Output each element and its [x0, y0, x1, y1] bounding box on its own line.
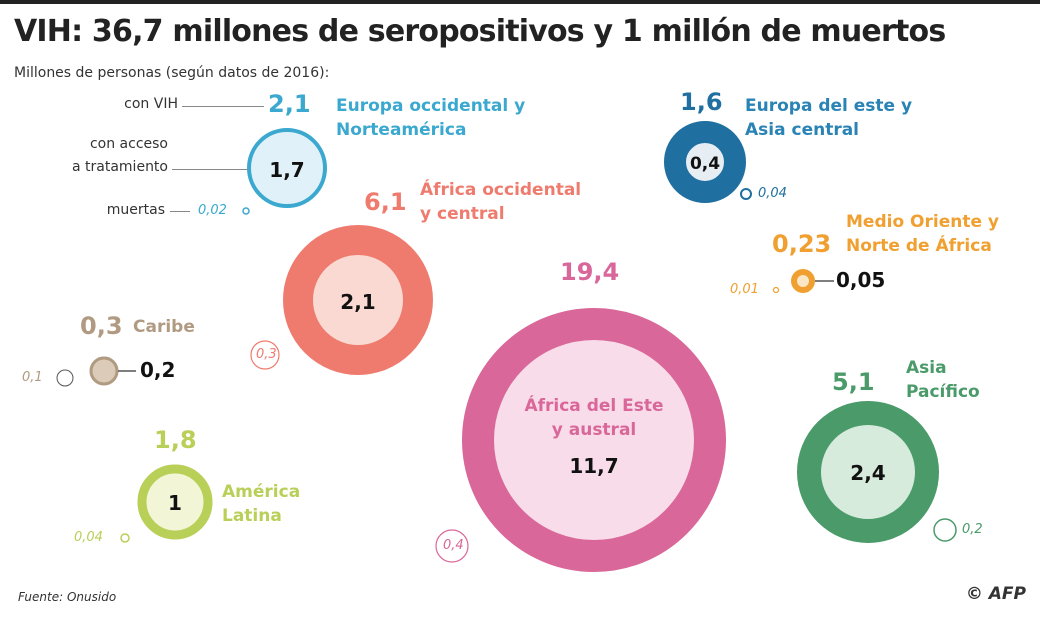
region-name-europa-occidental-2: Norteamérica	[336, 120, 467, 140]
treatment-value-europa-occidental: 1,7	[269, 158, 305, 182]
deaths-value-medio-oriente: 0,01	[730, 282, 759, 297]
hiv-value-europa-occidental: 2,1	[268, 90, 311, 118]
hiv-value-medio-oriente: 0,23	[772, 230, 832, 258]
region-name-america-latina-2: Latina	[222, 506, 282, 526]
page-title: VIH: 36,7 millones de seropositivos y 1 …	[14, 14, 946, 49]
region-name-europa-occidental-1: Europa occidental y	[336, 96, 526, 116]
deaths-value-america-latina: 0,04	[74, 530, 103, 545]
deaths-value-africa-occidental: 0,3	[256, 347, 277, 362]
hiv-circle-europa-occidental	[247, 128, 327, 208]
deaths-circle-europa-este	[740, 188, 752, 200]
region-name-caribe: Caribe	[133, 317, 195, 337]
treatment-value-caribe: 0,2	[140, 358, 176, 382]
hiv-circle-europa-este	[664, 121, 746, 203]
treatment-value-america-latina: 1	[168, 491, 182, 515]
source-note: Fuente: Onusido	[18, 590, 117, 604]
hiv-value-america-latina: 1,8	[154, 426, 197, 454]
hiv-circle-africa-este	[462, 308, 726, 572]
legend-with-hiv: con VIH	[124, 96, 178, 112]
region-name-europa-este-2: Asia central	[745, 120, 860, 140]
subtitle: Millones de personas (según datos de 201…	[14, 65, 330, 81]
legend-treatment-1: con acceso	[89, 136, 168, 152]
treatment-value-africa-este: 11,7	[569, 454, 619, 478]
hiv-circle-america-latina	[137, 464, 213, 540]
region-name-europa-este-1: Europa del este y	[745, 96, 913, 116]
deaths-circle-europa-occidental	[242, 207, 250, 215]
deaths-circle-america-latina	[120, 533, 130, 543]
region-name-asia-pacifico-2: Pacífico	[906, 382, 980, 402]
hiv-circle-caribe	[89, 356, 119, 386]
hiv-value-caribe: 0,3	[80, 312, 123, 340]
treatment-value-africa-occidental: 2,1	[340, 290, 376, 314]
hiv-value-europa-este: 1,6	[680, 88, 723, 116]
hiv-circle-africa-occidental	[283, 225, 433, 375]
hiv-value-africa-este: 19,4	[560, 258, 620, 286]
region-name-america-latina-1: América	[222, 482, 301, 502]
hiv-value-asia-pacifico: 5,1	[832, 368, 875, 396]
deaths-value-europa-este: 0,04	[758, 186, 787, 201]
region-name-medio-oriente-1: Medio Oriente y	[846, 212, 999, 232]
legend-line-hiv	[182, 106, 264, 107]
deaths-circle-medio-oriente	[772, 286, 780, 294]
treatment-value-europa-este: 0,4	[689, 154, 721, 174]
hiv-circle-asia-pacifico	[797, 401, 939, 543]
region-name-africa-occidental-2: y central	[420, 204, 505, 224]
deaths-circle-caribe	[56, 369, 74, 387]
treatment-value-medio-oriente: 0,05	[836, 268, 886, 292]
deaths-value-europa-occidental: 0,02	[198, 203, 227, 218]
afp-logo: © AFP	[965, 584, 1026, 604]
legend-line-deaths	[170, 211, 190, 212]
legend-treatment-2: a tratamiento	[72, 159, 168, 175]
legend-line-treatment	[172, 169, 248, 170]
region-name-asia-pacifico-1: Asia	[906, 358, 947, 378]
treatment-value-asia-pacifico: 2,4	[850, 461, 886, 485]
deaths-circle-africa-este	[435, 529, 469, 563]
deaths-circle-africa-occidental	[250, 340, 280, 370]
deaths-value-africa-este: 0,4	[443, 538, 464, 553]
region-name-africa-este-1: África del Este	[524, 396, 664, 416]
legend-deaths: muertas	[106, 202, 165, 218]
region-name-medio-oriente-2: Norte de África	[846, 236, 992, 256]
top-rule	[0, 0, 1040, 4]
region-name-africa-occidental-1: África occidental	[420, 180, 582, 200]
deaths-value-asia-pacifico: 0,2	[962, 522, 983, 537]
hiv-circle-medio-oriente	[791, 269, 815, 293]
deaths-value-caribe: 0,1	[22, 370, 43, 385]
hiv-value-africa-occidental: 6,1	[364, 188, 407, 216]
deaths-circle-asia-pacifico	[933, 518, 957, 542]
region-name-africa-este-2: y austral	[551, 420, 637, 440]
